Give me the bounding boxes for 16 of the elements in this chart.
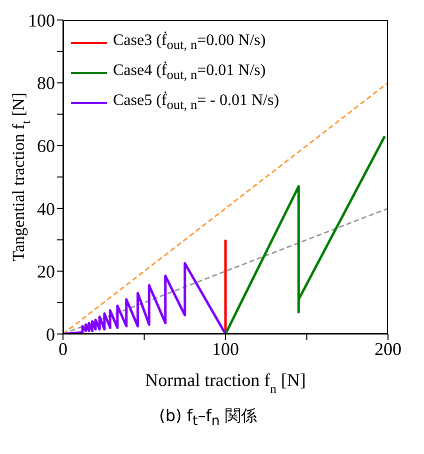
line-series	[224, 134, 386, 334]
y-tick-label: 100	[28, 10, 55, 30]
y-tick-label: 60	[37, 136, 55, 156]
y-tick-label: 40	[37, 198, 55, 219]
x-tick-label: 0	[58, 338, 68, 359]
y-tick-label: 20	[37, 262, 55, 282]
legend-label: Case3 (ḟ$_{out, n}$=0.00 N/s)	[113, 30, 266, 54]
y-tick-label: 80	[37, 73, 55, 94]
y-tick-label: 0	[46, 324, 55, 344]
x-tick-label: 200	[374, 338, 402, 359]
line-series	[63, 262, 227, 334]
x-tick-label: 100	[212, 338, 239, 359]
legend-label: Case5 (ḟ$_{out, n}$= - 0.01 N/s)	[113, 90, 280, 115]
x-axis-title: Normal traction f$_{n}$ [N]	[145, 370, 306, 396]
text: (b) f$_{t}$–f$_{n}$ 関係	[158, 405, 258, 432]
legend-label: Case4 (ḟ$_{out, n}$=0.01 N/s)	[113, 60, 266, 84]
